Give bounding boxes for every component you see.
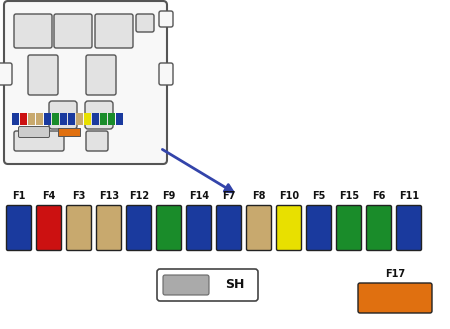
Text: F11: F11 — [399, 191, 419, 201]
Text: F5: F5 — [312, 191, 326, 201]
FancyBboxPatch shape — [306, 206, 332, 250]
FancyBboxPatch shape — [276, 206, 302, 250]
FancyBboxPatch shape — [96, 206, 122, 250]
FancyBboxPatch shape — [6, 206, 32, 250]
Bar — [58, 128, 80, 136]
Bar — [20, 113, 27, 125]
FancyBboxPatch shape — [95, 14, 133, 48]
FancyBboxPatch shape — [85, 101, 113, 129]
Text: F7: F7 — [222, 191, 236, 201]
Text: F13: F13 — [99, 191, 119, 201]
Text: F3: F3 — [72, 191, 86, 201]
Bar — [12, 113, 19, 125]
Text: F4: F4 — [42, 191, 56, 201]
FancyBboxPatch shape — [126, 206, 152, 250]
FancyBboxPatch shape — [67, 206, 91, 250]
Bar — [68, 113, 75, 125]
Text: F8: F8 — [252, 191, 266, 201]
Bar — [92, 113, 99, 125]
FancyBboxPatch shape — [54, 14, 92, 48]
FancyBboxPatch shape — [157, 206, 181, 250]
Bar — [52, 113, 59, 125]
Bar — [116, 113, 123, 125]
Bar — [100, 113, 107, 125]
FancyBboxPatch shape — [216, 206, 242, 250]
FancyBboxPatch shape — [157, 269, 258, 301]
Bar — [60, 113, 67, 125]
Text: F6: F6 — [372, 191, 386, 201]
FancyBboxPatch shape — [337, 206, 361, 250]
Bar — [108, 113, 115, 125]
FancyBboxPatch shape — [36, 206, 62, 250]
Text: F9: F9 — [162, 191, 176, 201]
FancyBboxPatch shape — [18, 126, 50, 138]
FancyBboxPatch shape — [247, 206, 271, 250]
FancyBboxPatch shape — [358, 283, 432, 313]
Bar — [84, 113, 91, 125]
FancyBboxPatch shape — [186, 206, 211, 250]
FancyBboxPatch shape — [86, 55, 116, 95]
Bar — [76, 113, 83, 125]
Bar — [44, 113, 51, 125]
Text: F14: F14 — [189, 191, 209, 201]
FancyBboxPatch shape — [14, 14, 52, 48]
Text: F12: F12 — [129, 191, 149, 201]
FancyBboxPatch shape — [4, 1, 167, 164]
FancyBboxPatch shape — [49, 101, 77, 129]
Text: F10: F10 — [279, 191, 299, 201]
FancyBboxPatch shape — [86, 131, 108, 151]
FancyBboxPatch shape — [366, 206, 392, 250]
FancyBboxPatch shape — [28, 55, 58, 95]
FancyBboxPatch shape — [159, 63, 173, 85]
FancyBboxPatch shape — [14, 131, 64, 151]
Text: F1: F1 — [12, 191, 26, 201]
FancyBboxPatch shape — [159, 11, 173, 27]
Text: F17: F17 — [385, 269, 405, 279]
Bar — [28, 113, 35, 125]
FancyBboxPatch shape — [136, 14, 154, 32]
Bar — [36, 113, 43, 125]
FancyBboxPatch shape — [396, 206, 422, 250]
FancyBboxPatch shape — [0, 63, 12, 85]
Text: SH: SH — [225, 279, 245, 291]
Text: F15: F15 — [339, 191, 359, 201]
FancyBboxPatch shape — [163, 275, 209, 295]
